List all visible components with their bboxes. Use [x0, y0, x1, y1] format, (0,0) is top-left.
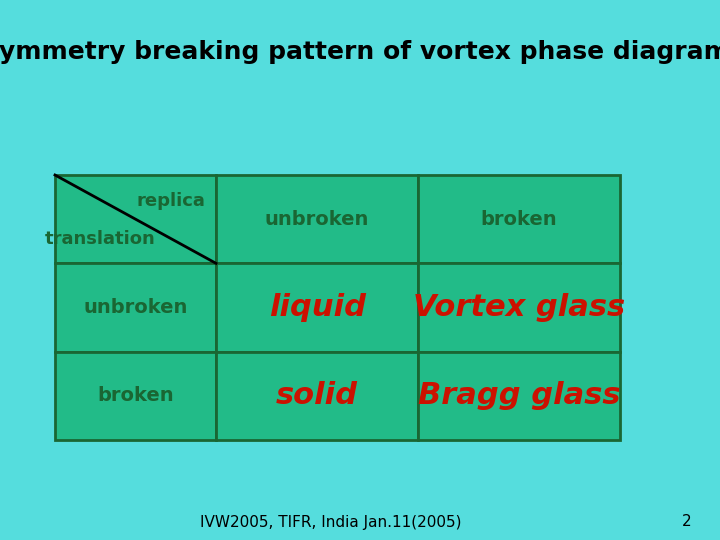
Text: unbroken: unbroken	[265, 210, 369, 228]
Text: translation: translation	[45, 230, 156, 248]
Bar	[418, 264, 620, 352]
Text: 2: 2	[682, 515, 691, 530]
Text: solid: solid	[276, 381, 358, 410]
Text: liquid: liquid	[269, 293, 366, 322]
Text: broken: broken	[481, 210, 557, 228]
Text: unbroken: unbroken	[84, 298, 188, 317]
Bar	[418, 175, 620, 264]
Bar	[55, 175, 216, 264]
Bar	[55, 264, 216, 352]
Text: broken: broken	[97, 386, 174, 406]
Bar	[418, 352, 620, 440]
Bar	[216, 352, 418, 440]
Bar	[216, 264, 418, 352]
Text: Vortex glass: Vortex glass	[413, 293, 625, 322]
Text: Bragg glass: Bragg glass	[418, 381, 621, 410]
Text: Symmetry breaking pattern of vortex phase diagram.: Symmetry breaking pattern of vortex phas…	[0, 40, 720, 64]
Bar	[216, 175, 418, 264]
Bar	[55, 352, 216, 440]
Text: replica: replica	[137, 192, 205, 211]
Text: IVW2005, TIFR, India Jan.11(2005): IVW2005, TIFR, India Jan.11(2005)	[200, 515, 462, 530]
